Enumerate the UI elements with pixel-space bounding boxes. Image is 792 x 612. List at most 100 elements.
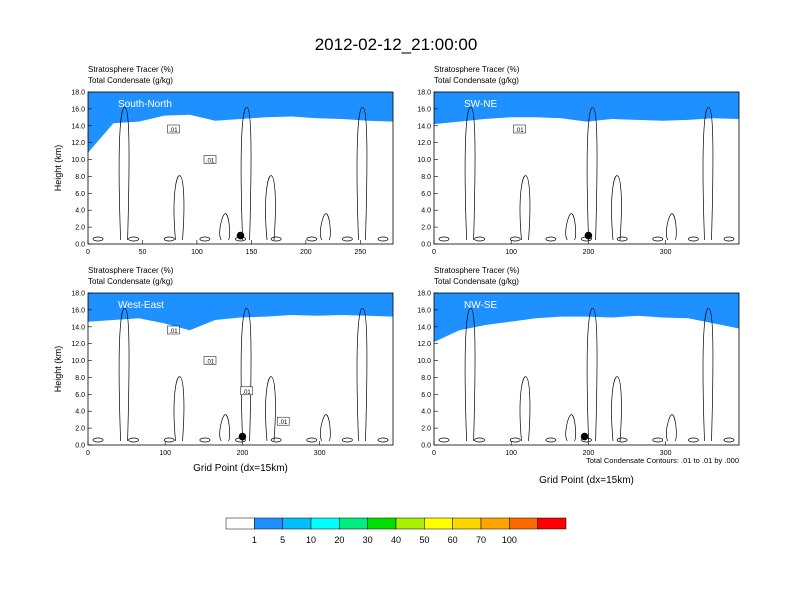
colorbar-swatch [452,517,482,530]
colorbar-label: 30 [363,535,373,545]
location-marker [236,231,245,240]
colorbar-swatch [254,517,283,530]
colorbar-label: 40 [391,535,401,545]
y-tick-label: 8.0 [75,375,85,382]
y-tick-label: 2.0 [75,225,85,232]
y-axis-title: Height (km) [53,145,63,192]
colorbar-label: 5 [280,535,285,545]
colorbar-swatch [509,517,538,530]
contour-variable-label: Total Condensate (g/kg) [434,277,519,286]
tracer-layer-1 [434,92,739,125]
condensate-contours [92,106,389,242]
tracer-layer-1 [434,293,739,342]
y-tick-label: 8.0 [421,174,431,181]
contour-label: .01 [169,128,178,134]
location-marker [580,432,589,441]
x-tick-label: 150 [246,249,258,256]
y-tick-label: 18.0 [71,90,85,97]
y-axis-title: Height (km) [53,346,63,393]
y-tick-label: 2.0 [421,225,431,232]
y-tick-label: 6.0 [421,191,431,198]
colorbar-label: 20 [334,535,344,545]
y-tick-label: 10.0 [417,157,431,164]
contour-label: .01 [206,359,215,365]
y-tick-label: 14.0 [417,324,431,331]
plot-area [88,293,393,445]
x-tick-label: 200 [237,450,249,457]
colorbar-label: 50 [419,535,429,545]
panel-nw-se: 0.0 2.0 4.0 6.0 8.0 10.0 12.0 14.0 16.0 18.0 0 100 2… [417,266,740,486]
y-tick-label: 16.0 [71,106,85,113]
y-tick-label: 16.0 [71,307,85,314]
y-tick-label: 4.0 [421,409,431,416]
tracer-layer-1 [88,293,393,331]
y-tick-label: 10.0 [71,157,85,164]
y-tick-label: 12.0 [417,140,431,147]
colorbar-swatch [480,517,510,530]
plot-frame [87,292,394,446]
contour-label-box [240,386,253,396]
y-tick-label: 0.0 [421,242,431,249]
x-tick-label: 0 [432,249,436,256]
location-marker [584,231,593,240]
colorbar-label: 60 [448,535,458,545]
y-tick-label: 4.0 [75,208,85,215]
y-tick-label: 10.0 [417,358,431,365]
contour-label: .01 [169,329,178,335]
colorbar-swatch [225,517,255,530]
plot-frame [87,91,394,245]
x-tick-label: 200 [583,450,595,457]
section-label: South-North [118,99,172,110]
y-tick-label: 18.0 [417,90,431,97]
x-tick-label: 100 [505,450,517,457]
y-tick-label: 0.0 [75,242,85,249]
y-tick-label: 12.0 [71,341,85,348]
colorbar-swatch [367,517,397,530]
plot-frame [433,292,740,446]
y-tick-label: 18.0 [417,291,431,298]
colorbar-swatch [395,517,425,530]
x-axis-title: Grid Point (dx=15km) [193,463,288,474]
fill-variable-label: Stratosphere Tracer (%) [88,266,174,275]
panel-south-north: .01 .01 0.0 2.0 4.0 6.0 8.0 10.0 12.0 14.0 16.0 18.… [53,65,394,256]
y-tick-label: 8.0 [421,375,431,382]
contour-variable-label: Total Condensate (g/kg) [434,76,519,85]
x-tick-label: 0 [86,249,90,256]
y-tick-label: 18.0 [71,291,85,298]
x-axis-title: Grid Point (dx=15km) [539,475,634,486]
contour-label: .01 [206,158,215,164]
x-tick-label: 100 [505,249,517,256]
y-tick-label: 4.0 [75,409,85,416]
colorbar-label: 1 [252,535,257,545]
contour-label-box [203,155,217,164]
y-tick-label: 2.0 [421,426,431,433]
colorbar-swatch [537,517,567,530]
x-tick-label: 300 [660,450,672,457]
colorbar-swatch [282,517,312,530]
x-tick-label: 200 [583,249,595,256]
section-label: NW-SE [464,300,497,311]
colorbar: 1 5 10 20 30 40 50 60 70 100 [225,517,567,545]
colorbar-label: 10 [306,535,316,545]
fill-variable-label: Stratosphere Tracer (%) [88,65,174,74]
contour-footnote: Total Condensate Contours: .01 to .01 by… [586,456,739,465]
y-tick-label: 2.0 [75,426,85,433]
contour-label-box [276,416,290,426]
section-label: SW-NE [464,99,497,110]
y-tick-label: 16.0 [417,307,431,314]
y-tick-label: 10.0 [71,358,85,365]
tracer-layer-1 [88,92,393,153]
x-tick-label: 100 [159,450,171,457]
section-label: West-East [118,300,164,311]
colorbar-label: 70 [476,535,486,545]
y-tick-label: 0.0 [75,443,85,450]
y-tick-label: 12.0 [417,341,431,348]
figure-title: 2012-02-12_21:00:00 [315,35,478,54]
y-tick-label: 16.0 [417,106,431,113]
x-tick-label: 300 [314,450,326,457]
y-tick-label: 6.0 [421,392,431,399]
contour-variable-label: Total Condensate (g/kg) [88,76,173,85]
x-tick-label: 300 [660,249,672,256]
contour-label-box [513,124,526,134]
